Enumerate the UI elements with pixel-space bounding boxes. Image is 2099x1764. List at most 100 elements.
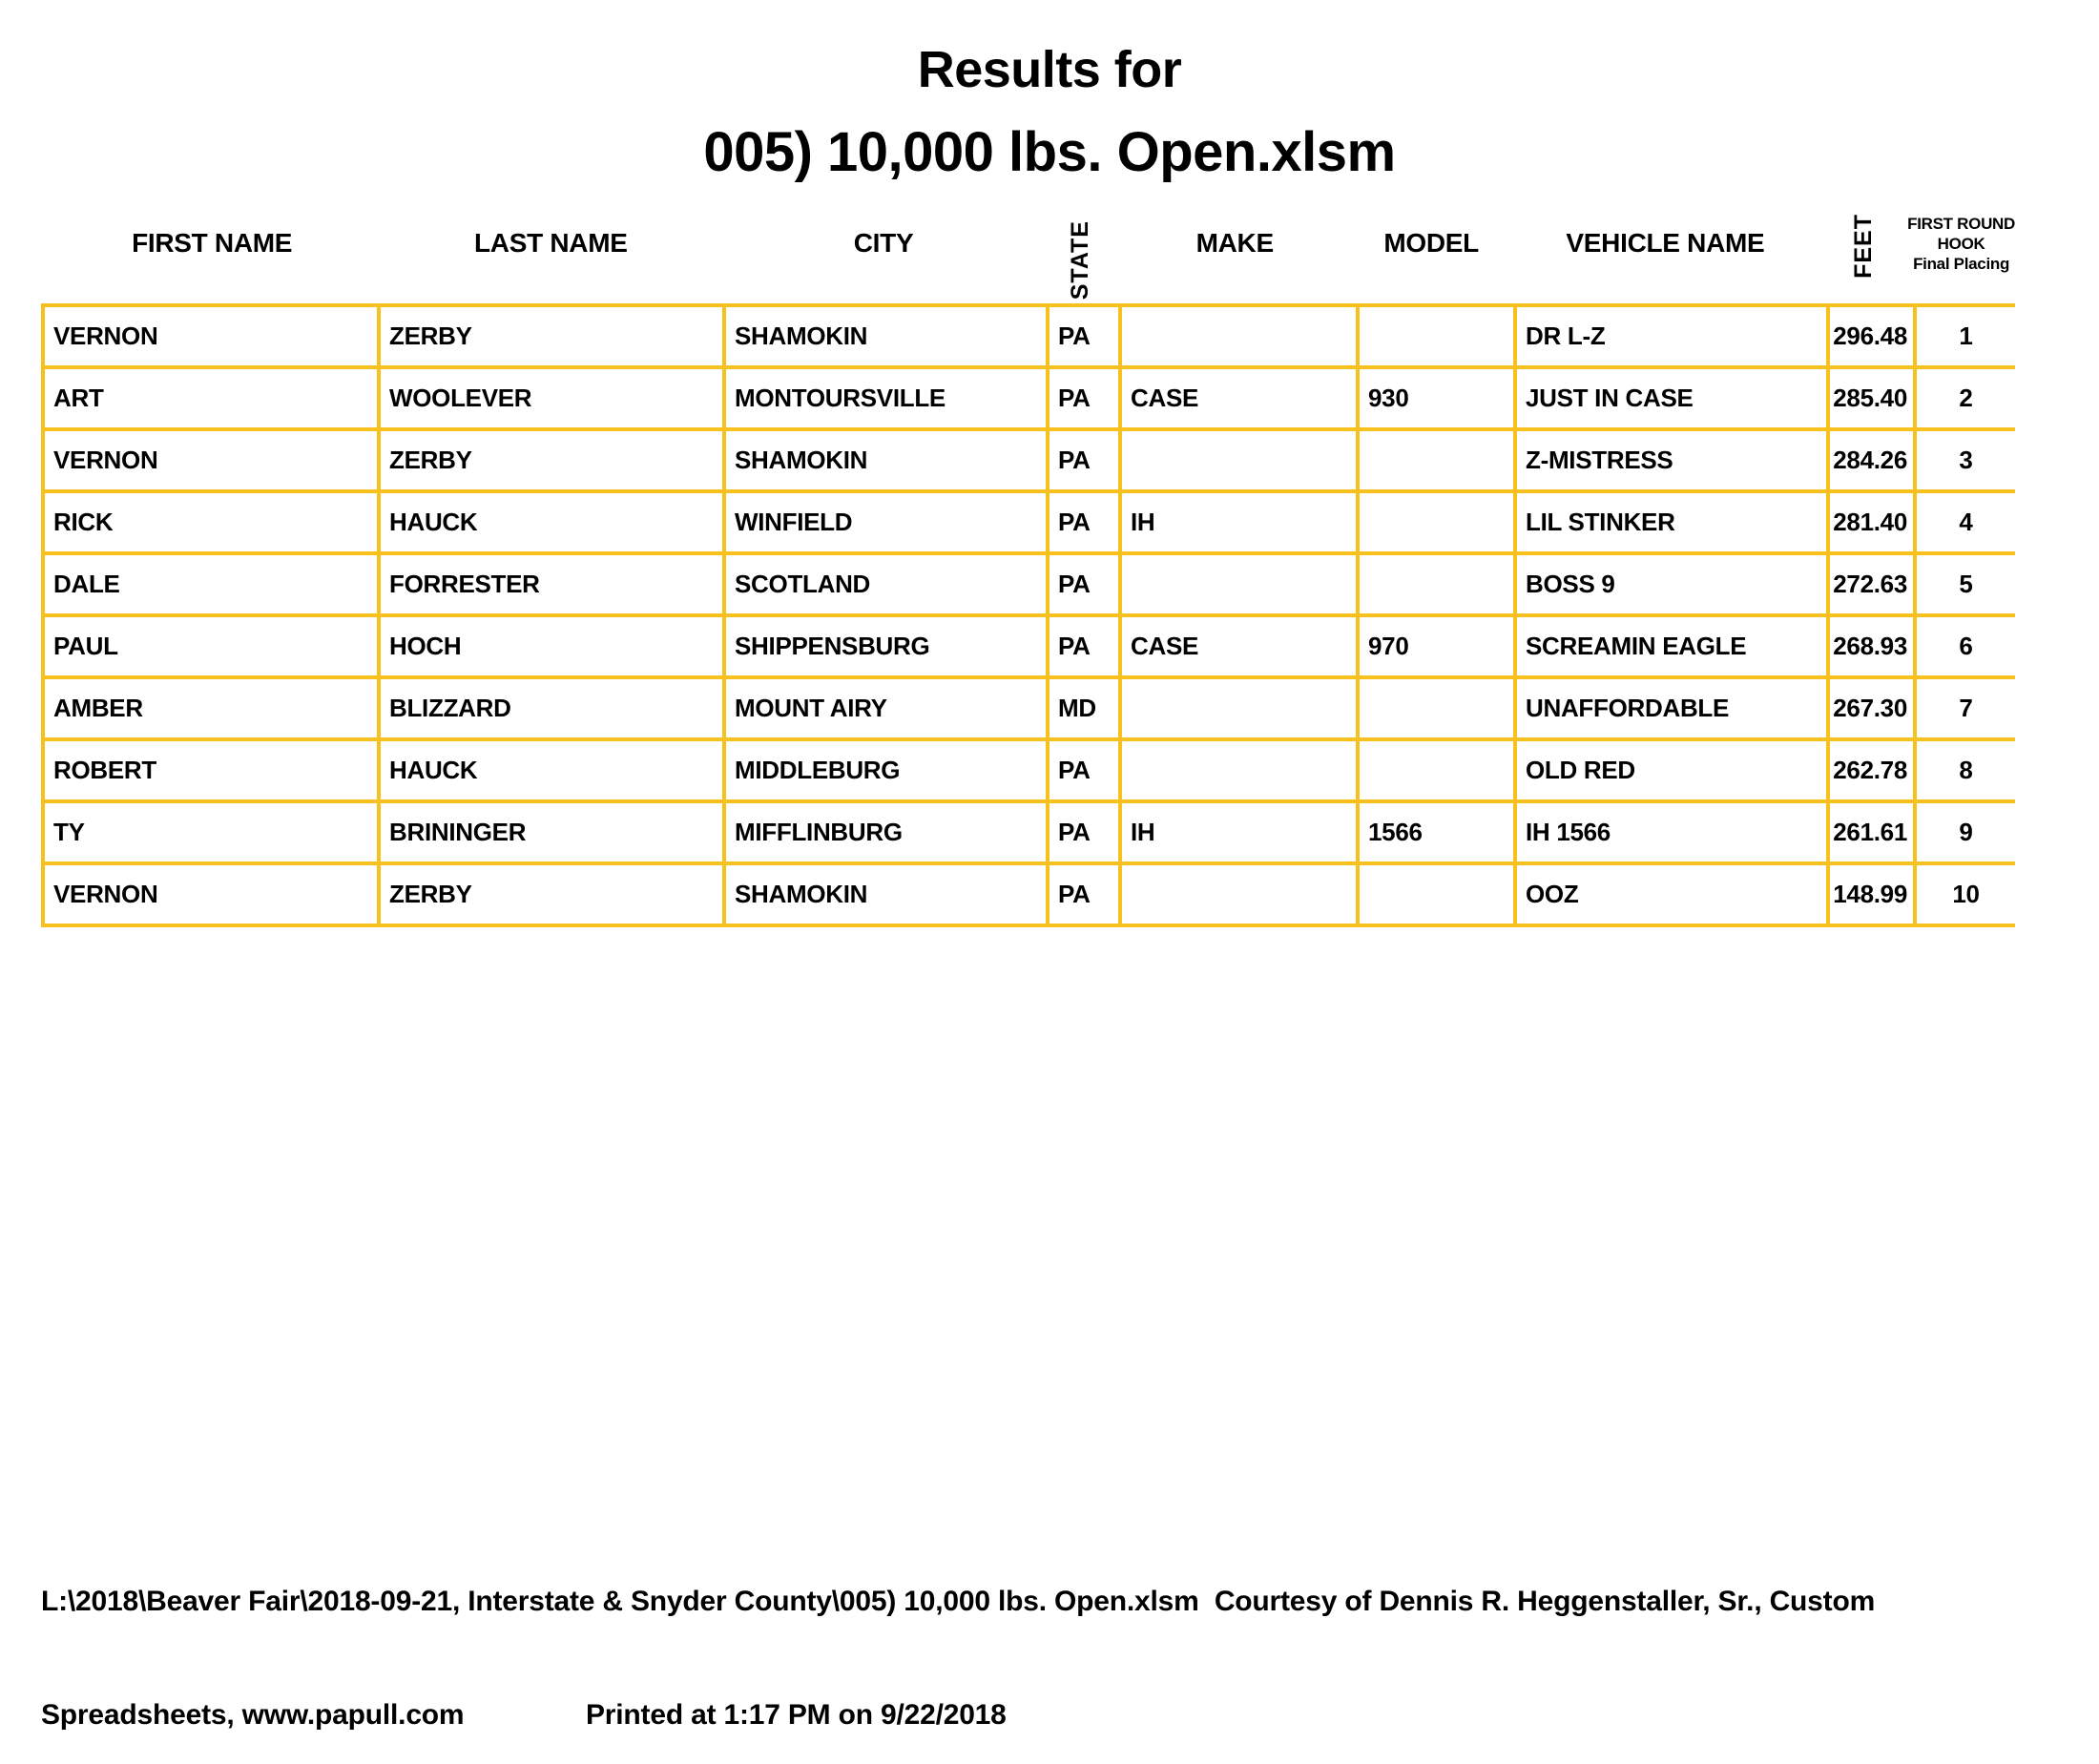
table-row: AMBER BLIZZARD MOUNT AIRY MD UNAFFORDABLE 267…: [45, 679, 2015, 741]
cell-feet: 272.63: [1830, 555, 1917, 613]
cell-city: SCOTLAND: [726, 555, 1050, 613]
cell-placing: 5: [1959, 570, 1973, 598]
cell-city: SHAMOKIN: [726, 431, 1050, 489]
cell-make: [1122, 307, 1360, 365]
column-header-feet: FEET: [1821, 187, 1908, 300]
cell-first: RICK: [45, 493, 381, 551]
cell-city: MOUNT AIRY: [726, 679, 1050, 737]
column-header-state-label: STATE: [1067, 219, 1094, 300]
report-title-line2: 005) 10,000 lbs. Open.xlsm: [703, 121, 1396, 183]
cell-make: [1122, 865, 1360, 924]
cell-make: [1122, 431, 1360, 489]
column-header-make: MAKE: [1195, 228, 1275, 258]
column-header-placing: FIRST ROUND HOOK Final Placing: [1907, 187, 2015, 300]
cell-state: PA: [1050, 555, 1122, 613]
cell-model: [1360, 431, 1517, 489]
cell-first: TY: [45, 803, 381, 861]
cell-city: SHAMOKIN: [726, 307, 1050, 365]
cell-placing: 4: [1959, 508, 1973, 536]
cell-last: HOCH: [381, 617, 726, 675]
cell-feet: 267.30: [1830, 679, 1917, 737]
cell-model: [1360, 865, 1517, 924]
cell-vehicle: OLD RED: [1517, 741, 1830, 799]
cell-state: PA: [1050, 803, 1122, 861]
cell-vehicle: Z-MISTRESS: [1517, 431, 1830, 489]
cell-make: [1122, 741, 1360, 799]
column-header-vehicle-name: VEHICLE NAME: [1566, 228, 1765, 258]
table-row: VERNON ZERBY SHAMOKIN PA OOZ 148.99 10: [45, 865, 2015, 927]
cell-vehicle: JUST IN CASE: [1517, 369, 1830, 427]
table-row: PAUL HOCH SHIPPENSBURG PA CASE 970 SCREAMIN EA…: [45, 617, 2015, 679]
cell-state: PA: [1050, 431, 1122, 489]
cell-make: [1122, 679, 1360, 737]
cell-vehicle: OOZ: [1517, 865, 1830, 924]
footer-spreadsheets: Spreadsheets, www.papull.com: [41, 1699, 465, 1731]
placing-header-line3: Final Placing: [1913, 254, 2010, 273]
column-header-model: MODEL: [1383, 228, 1479, 258]
cell-model: 970: [1360, 617, 1517, 675]
cell-last: BLIZZARD: [381, 679, 726, 737]
cell-make: IH: [1122, 803, 1360, 861]
cell-model: [1360, 307, 1517, 365]
cell-state: PA: [1050, 741, 1122, 799]
cell-city: MONTOURSVILLE: [726, 369, 1050, 427]
cell-city: MIFFLINBURG: [726, 803, 1050, 861]
cell-first: AMBER: [45, 679, 381, 737]
cell-placing: 9: [1959, 818, 1973, 846]
table-row: ART WOOLEVER MONTOURSVILLE PA CASE 930 JUST IN…: [45, 369, 2015, 431]
cell-vehicle: SCREAMIN EAGLE: [1517, 617, 1830, 675]
cell-city: MIDDLEBURG: [726, 741, 1050, 799]
table-row: RICK HAUCK WINFIELD PA IH LIL STINKER 281.40 4: [45, 493, 2015, 555]
cell-vehicle: LIL STINKER: [1517, 493, 1830, 551]
cell-feet: 268.93: [1830, 617, 1917, 675]
column-header-feet-label: FEET: [1850, 214, 1878, 279]
cell-last: HAUCK: [381, 493, 726, 551]
cell-city: SHIPPENSBURG: [726, 617, 1050, 675]
column-header-state: STATE: [1045, 187, 1117, 300]
cell-last: ZERBY: [381, 865, 726, 924]
cell-first: VERNON: [45, 307, 381, 365]
cell-make: CASE: [1122, 617, 1360, 675]
cell-vehicle: IH 1566: [1517, 803, 1830, 861]
report-footer: L:\2018\Beaver Fair\2018-09-21, Intersta…: [41, 1521, 2064, 1764]
table-row: VERNON ZERBY SHAMOKIN PA Z-MISTRESS 284.26 3: [45, 431, 2015, 493]
cell-state: PA: [1050, 865, 1122, 924]
cell-first: DALE: [45, 555, 381, 613]
cell-state: PA: [1050, 369, 1122, 427]
cell-last: ZERBY: [381, 431, 726, 489]
cell-model: [1360, 555, 1517, 613]
cell-feet: 296.48: [1830, 307, 1917, 365]
footer-file-path: L:\2018\Beaver Fair\2018-09-21, Intersta…: [41, 1586, 1876, 1617]
cell-state: PA: [1050, 617, 1122, 675]
footer-line2: Spreadsheets, www.papull.com Printed at …: [41, 1699, 2064, 1732]
table-row: TY BRININGER MIFFLINBURG PA IH 1566 IH 1566 261…: [45, 803, 2015, 865]
cell-last: BRININGER: [381, 803, 726, 861]
footer-printed-at: Printed at 1:17 PM on 9/22/2018: [586, 1699, 1007, 1731]
column-header-city: CITY: [853, 228, 914, 258]
cell-last: WOOLEVER: [381, 369, 726, 427]
cell-feet: 261.61: [1830, 803, 1917, 861]
cell-placing: 7: [1959, 694, 1973, 722]
cell-first: VERNON: [45, 865, 381, 924]
cell-last: FORRESTER: [381, 555, 726, 613]
report-title-line1: Results for: [917, 41, 1182, 98]
cell-feet: 148.99: [1830, 865, 1917, 924]
cell-state: PA: [1050, 493, 1122, 551]
cell-state: MD: [1050, 679, 1122, 737]
cell-model: 930: [1360, 369, 1517, 427]
cell-first: ROBERT: [45, 741, 381, 799]
table-row: DALE FORRESTER SCOTLAND PA BOSS 9 272.63 5: [45, 555, 2015, 617]
results-table: VERNON ZERBY SHAMOKIN PA DR L-Z 296.48 1 ART WOO…: [41, 303, 2015, 927]
cell-model: [1360, 493, 1517, 551]
cell-city: SHAMOKIN: [726, 865, 1050, 924]
cell-vehicle: DR L-Z: [1517, 307, 1830, 365]
page: { "title": { "line1": "Results for", "li…: [41, 41, 2016, 1731]
cell-placing: 1: [1959, 322, 1973, 350]
cell-state: PA: [1050, 307, 1122, 365]
cell-feet: 284.26: [1830, 431, 1917, 489]
cell-first: PAUL: [45, 617, 381, 675]
cell-last: HAUCK: [381, 741, 726, 799]
placing-header-line1: FIRST ROUND: [1907, 214, 2016, 233]
cell-model: [1360, 741, 1517, 799]
table-row: ROBERT HAUCK MIDDLEBURG PA OLD RED 262.78 8: [45, 741, 2015, 803]
